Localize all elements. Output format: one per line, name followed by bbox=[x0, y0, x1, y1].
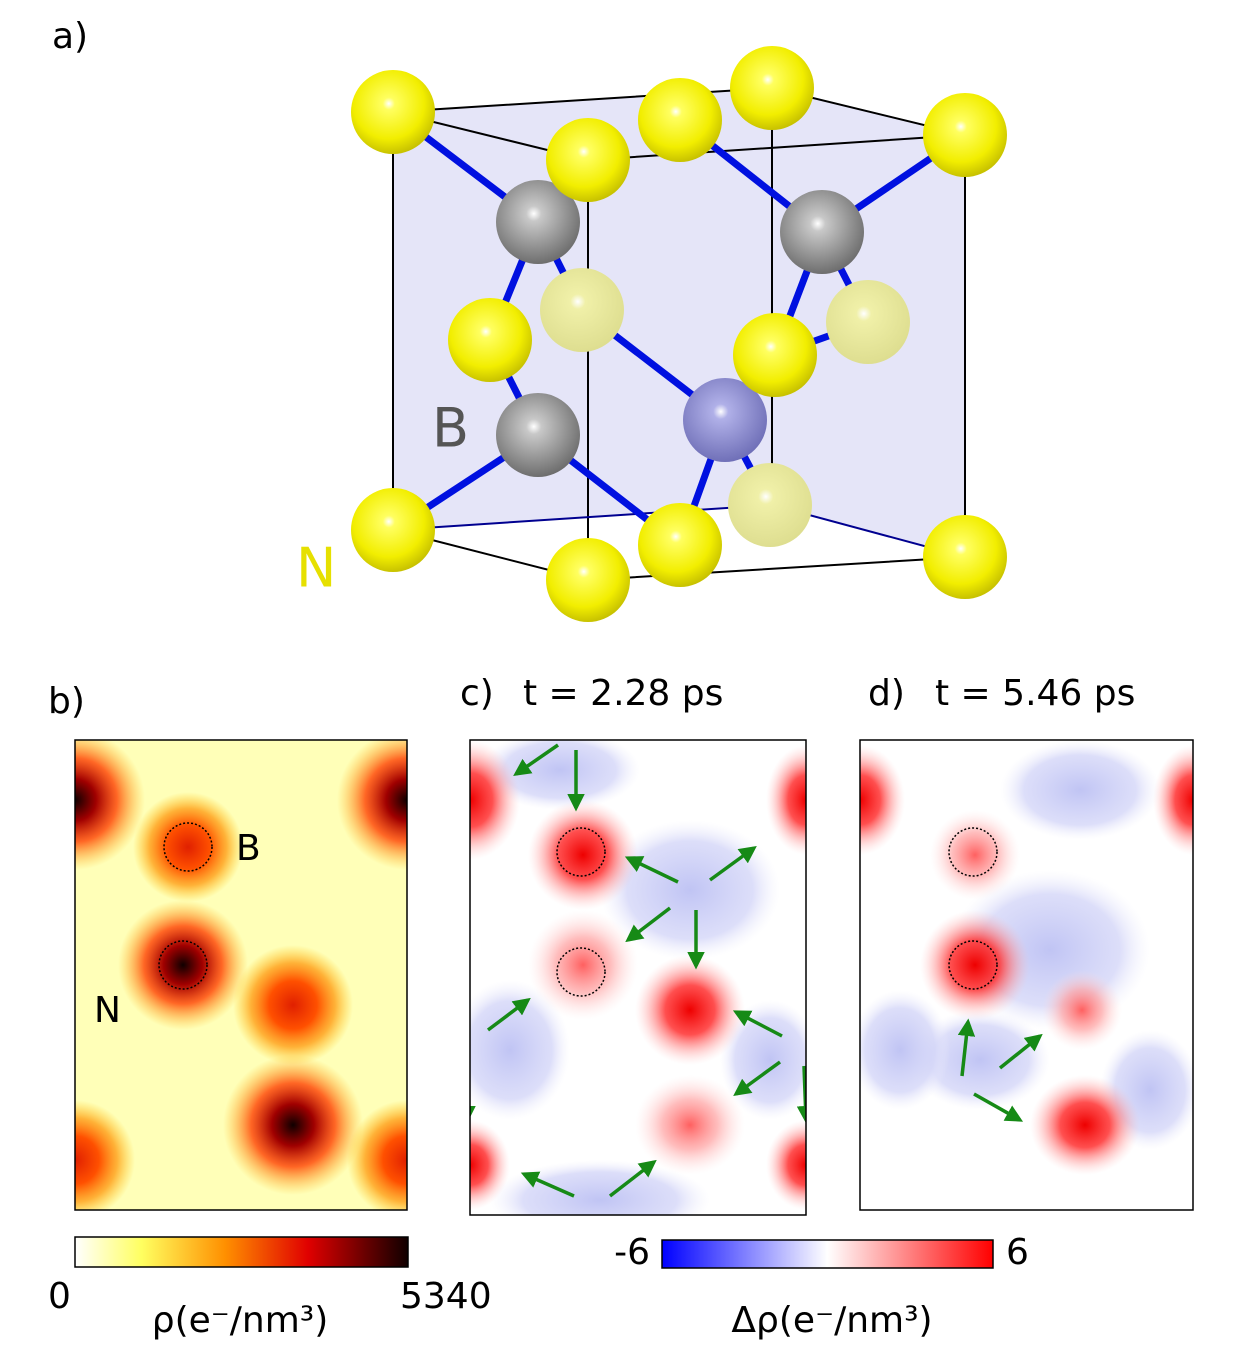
atom-marker bbox=[948, 940, 998, 990]
density-blob bbox=[118, 900, 248, 1030]
displacement-arrow bbox=[520, 1171, 575, 1198]
density-blob bbox=[347, 1100, 407, 1210]
displacement-arrow bbox=[624, 856, 679, 884]
density-blob bbox=[470, 980, 570, 1120]
density-blob bbox=[635, 1075, 745, 1175]
density-blob bbox=[860, 990, 950, 1110]
displacement-arrow bbox=[998, 1033, 1043, 1070]
displacement-arrow bbox=[973, 1092, 1024, 1122]
time-label: t = 2.28 ps bbox=[523, 673, 723, 714]
displacement-arrow bbox=[957, 1018, 976, 1077]
density-blob bbox=[635, 955, 745, 1065]
colorbar-label: Δρ(e⁻/nm³) bbox=[731, 1300, 932, 1341]
time-label: t = 5.46 ps bbox=[935, 673, 1135, 714]
density-blob bbox=[1153, 745, 1193, 855]
atom bbox=[638, 78, 722, 162]
density-blob bbox=[860, 745, 905, 855]
displacement-arrow bbox=[513, 743, 559, 776]
panel-label: a) bbox=[52, 16, 88, 57]
panel-label: b) bbox=[48, 681, 85, 722]
atom bbox=[351, 488, 435, 572]
density-blob bbox=[337, 740, 407, 870]
density-blob bbox=[75, 1100, 135, 1210]
density-blob bbox=[1000, 740, 1160, 840]
atom-label-b: B bbox=[236, 828, 261, 869]
density-blob bbox=[930, 810, 1020, 900]
density-blob bbox=[133, 792, 243, 902]
panel-label: c) bbox=[460, 673, 494, 714]
atom-label-b: B bbox=[432, 397, 469, 460]
displacement-arrow bbox=[625, 906, 672, 943]
density-blob bbox=[75, 740, 145, 870]
atom-marker bbox=[948, 827, 998, 877]
atom-label-n: N bbox=[296, 537, 336, 600]
atom bbox=[448, 298, 532, 382]
crystal-structure bbox=[351, 46, 1007, 622]
atom bbox=[540, 268, 624, 352]
density-blob bbox=[470, 740, 520, 860]
density-blob bbox=[920, 910, 1030, 1020]
displacement-arrow bbox=[708, 845, 757, 882]
colorbar-label: ρ(e⁻/nm³) bbox=[152, 1300, 329, 1341]
atom bbox=[683, 378, 767, 462]
density-blob bbox=[470, 1120, 510, 1210]
density-blob bbox=[480, 740, 640, 810]
displacement-arrow bbox=[486, 997, 531, 1032]
atom bbox=[496, 393, 580, 477]
colorbar-min: 0 bbox=[48, 1276, 71, 1317]
atom bbox=[728, 463, 812, 547]
atom bbox=[546, 118, 630, 202]
density-blob bbox=[766, 1120, 806, 1210]
panel-label: d) bbox=[868, 673, 905, 714]
density-blob bbox=[1030, 1075, 1140, 1175]
atom bbox=[496, 180, 580, 264]
displacement-arrow bbox=[733, 1060, 782, 1097]
atom-marker bbox=[556, 827, 606, 877]
atom bbox=[733, 313, 817, 397]
colorbar-max: 5340 bbox=[400, 1276, 492, 1317]
density-blob bbox=[528, 910, 638, 1020]
displacement-arrow bbox=[732, 1010, 783, 1038]
colorbar-min: -6 bbox=[614, 1232, 650, 1273]
atom-marker bbox=[556, 947, 606, 997]
atom bbox=[730, 46, 814, 130]
displacement-arrow bbox=[608, 1159, 657, 1198]
density-blob bbox=[766, 745, 806, 855]
atom bbox=[923, 93, 1007, 177]
colorbar bbox=[74, 1236, 409, 1268]
atom bbox=[351, 70, 435, 154]
atom bbox=[638, 503, 722, 587]
colorbar-max: 6 bbox=[1006, 1232, 1029, 1273]
atom bbox=[780, 190, 864, 274]
density-blob bbox=[1042, 970, 1122, 1050]
atom-label-n: N bbox=[94, 990, 121, 1031]
atom-marker bbox=[163, 822, 213, 872]
density-blob bbox=[528, 800, 638, 910]
atom bbox=[826, 280, 910, 364]
difference-map bbox=[470, 740, 806, 1215]
atom bbox=[546, 538, 630, 622]
atom-marker bbox=[158, 940, 208, 990]
atom bbox=[923, 515, 1007, 599]
density-blob bbox=[223, 1055, 363, 1195]
density-blob bbox=[233, 945, 353, 1065]
colorbar bbox=[661, 1239, 994, 1269]
